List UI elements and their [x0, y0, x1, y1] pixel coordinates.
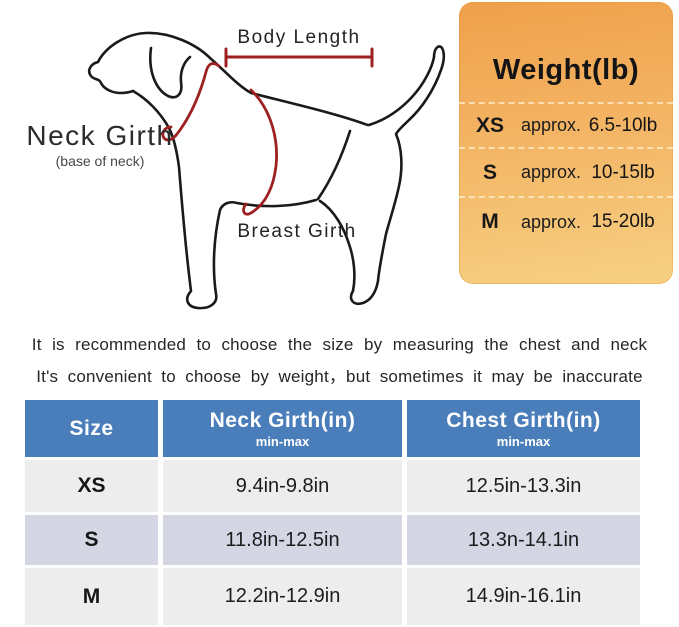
- table-cell-chest: 14.9in-16.1in: [407, 568, 640, 625]
- dog-flank-crease: [316, 129, 352, 201]
- header-cell-size: Size: [25, 400, 158, 457]
- table-cell-neck: 12.2in-12.9in: [163, 568, 402, 625]
- dog-body-outline: [131, 89, 318, 310]
- dog-head-outline: [87, 31, 212, 95]
- header-label: Size: [69, 416, 114, 440]
- weight-panel-title: Weight(lb): [492, 54, 640, 86]
- table-cell-chest: 12.5in-13.3in: [407, 460, 640, 512]
- table-cell-neck: 9.4in-9.8in: [163, 460, 402, 512]
- table-cell-size: M: [25, 568, 158, 625]
- weight-row-size: XS: [475, 113, 504, 137]
- neck-girth-sublabel: (base of neck): [55, 153, 145, 169]
- weight-row-xs: XS approx. 6.5-10lb: [459, 102, 673, 147]
- body-length-line: [224, 47, 374, 68]
- weight-row-approx: approx.: [521, 211, 582, 232]
- weight-row-s: S approx. 10-15lb: [459, 147, 673, 196]
- header-sublabel: min-max: [255, 433, 310, 449]
- weight-row-value: 15-20lb: [591, 211, 655, 232]
- dog-back-tail-outline: [208, 45, 446, 305]
- note-line-2: It's convenient to choose by weight，but …: [36, 367, 643, 386]
- header-label: Chest Girth(in): [446, 408, 601, 432]
- size-table: Size Neck Girth(in) min-max Chest Girth(…: [25, 400, 640, 625]
- header-cell-neck: Neck Girth(in) min-max: [163, 400, 402, 457]
- neck-girth-label: Neck Girth: [26, 120, 174, 151]
- dog-diagram: [87, 31, 446, 310]
- weight-row-size: S: [482, 160, 497, 184]
- weight-row-m: M approx. 15-20lb: [459, 196, 673, 246]
- header-label: Neck Girth(in): [209, 408, 356, 432]
- dog-ear: [149, 46, 192, 99]
- breast-girth-label: Breast Girth: [237, 221, 357, 242]
- header-sublabel: min-max: [496, 433, 551, 449]
- header-cell-chest: Chest Girth(in) min-max: [407, 400, 640, 457]
- weight-row-approx: approx.: [521, 115, 582, 135]
- breast-girth-arc: [242, 88, 278, 216]
- table-cell-size: S: [25, 515, 158, 565]
- body-length-label: Body Length: [237, 27, 361, 48]
- weight-panel: Weight(lb) XS approx. 6.5-10lb S approx.…: [459, 2, 673, 284]
- neck-girth-arc: [161, 62, 221, 142]
- table-cell-neck: 11.8in-12.5in: [163, 515, 402, 565]
- weight-row-value: 6.5-10lb: [588, 114, 658, 136]
- note-line-1: It is recommended to choose the size by …: [31, 335, 648, 354]
- table-cell-chest: 13.3n-14.1in: [407, 515, 640, 565]
- table-cell-size: XS: [25, 460, 158, 512]
- weight-row-approx: approx.: [521, 162, 582, 182]
- weight-row-value: 10-15lb: [591, 161, 655, 183]
- weight-row-size: M: [481, 210, 499, 233]
